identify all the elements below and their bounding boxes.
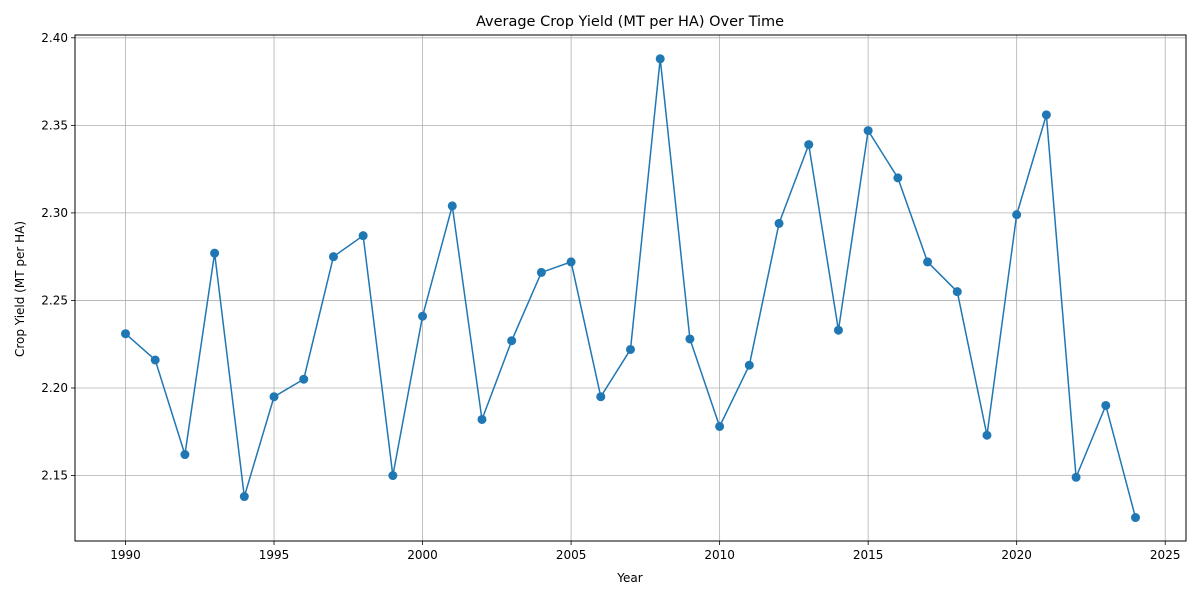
data-point — [507, 336, 517, 346]
y-tick-label: 2.25 — [41, 293, 68, 307]
data-point — [536, 267, 546, 277]
x-axis-label: Year — [616, 571, 642, 585]
data-point — [655, 54, 665, 64]
x-tick-label: 1995 — [259, 548, 290, 562]
x-tick-label: 2020 — [1001, 548, 1032, 562]
y-tick-label: 2.40 — [41, 31, 68, 45]
x-tick-label: 2005 — [556, 548, 587, 562]
data-point — [299, 374, 309, 384]
x-tick-label: 2000 — [407, 548, 438, 562]
data-point — [923, 257, 933, 267]
data-point — [418, 311, 428, 321]
x-tick-label: 1990 — [110, 548, 141, 562]
data-point — [1131, 513, 1140, 523]
data-point — [477, 414, 487, 424]
data-point — [744, 360, 754, 370]
data-point — [833, 325, 843, 335]
data-point — [982, 430, 992, 440]
y-axis-ticks: 2.15 2.20 2.25 2.30 2.35 2.40 — [41, 31, 75, 483]
data-point — [1012, 210, 1022, 220]
grid — [75, 35, 1186, 541]
x-tick-label: 2010 — [704, 548, 735, 562]
x-tick-label: 2015 — [853, 548, 884, 562]
chart-title: Average Crop Yield (MT per HA) Over Time — [476, 14, 784, 30]
data-point — [328, 252, 338, 262]
data-point — [1101, 400, 1111, 410]
y-axis-label: Crop Yield (MT per HA) — [13, 221, 27, 357]
data-point — [447, 201, 457, 211]
x-axis-ticks: 1990 1995 2000 2005 2010 2015 2020 2025 — [110, 541, 1180, 562]
data-point — [952, 287, 962, 297]
data-point — [774, 218, 784, 228]
series-points — [121, 54, 1140, 523]
data-point — [626, 344, 635, 354]
data-point — [685, 334, 695, 344]
y-tick-label: 2.15 — [41, 469, 68, 483]
data-point — [1041, 110, 1051, 120]
x-tick-label: 2025 — [1150, 548, 1181, 562]
data-point — [269, 392, 279, 402]
data-point — [150, 355, 160, 365]
data-point — [596, 392, 606, 402]
data-point — [715, 421, 725, 431]
data-point — [804, 140, 814, 150]
data-point — [893, 173, 903, 183]
data-point — [566, 257, 576, 267]
y-tick-label: 2.30 — [41, 206, 68, 220]
data-point — [180, 450, 190, 460]
data-point — [1071, 472, 1081, 482]
y-tick-label: 2.20 — [41, 381, 68, 395]
data-point — [358, 231, 368, 241]
y-tick-label: 2.35 — [41, 118, 68, 132]
data-point — [863, 126, 873, 136]
data-point — [121, 329, 130, 339]
plot-frame — [74, 34, 1187, 542]
data-point — [388, 471, 398, 481]
data-point — [210, 248, 220, 258]
data-point — [239, 492, 249, 502]
